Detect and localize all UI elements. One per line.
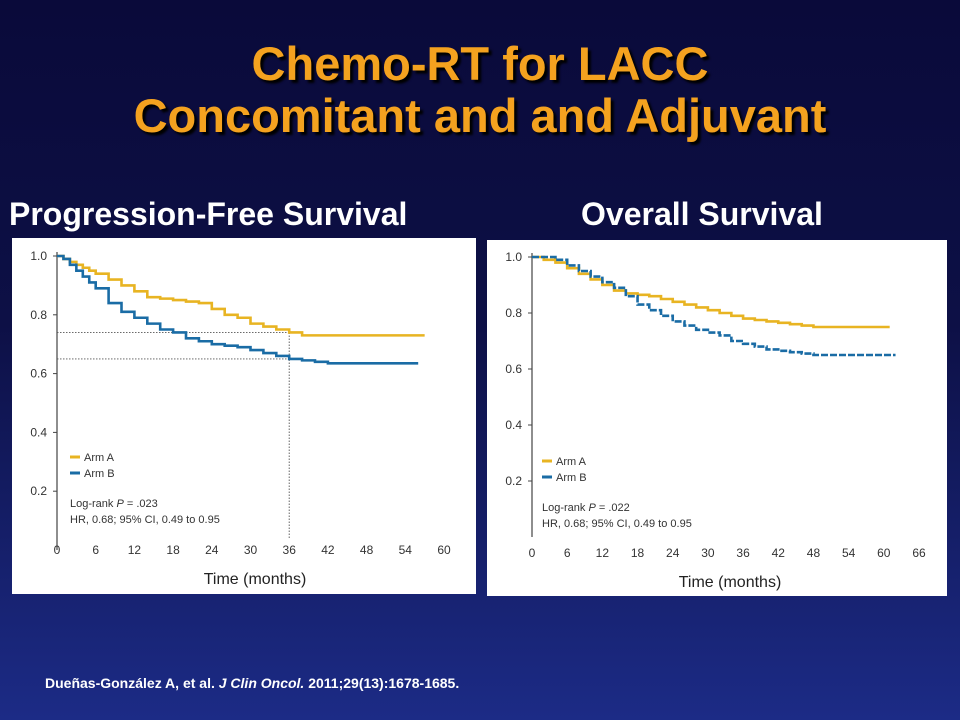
y-tick-label: 1.0 bbox=[30, 249, 47, 263]
os-chart: 0.2 0.4 0.6 0.8 1.0 0 6 12 18 24 30 36 42 48 54 60 66 Tim… bbox=[505, 250, 926, 591]
x-tick-label: 24 bbox=[205, 543, 219, 557]
pfs-chart: 0.2 0.4 0.6 0.8 1.0 0 6 12 18 24 30 36 42 48 54 60 Time … bbox=[30, 249, 451, 588]
os-panel-title: Overall Survival bbox=[581, 196, 823, 232]
y-tick-label: 0.8 bbox=[30, 308, 47, 322]
stats-hazard-ratio: HR, 0.68; 95% CI, 0.49 to 0.95 bbox=[70, 514, 220, 526]
y-tick-label: 0.6 bbox=[505, 362, 522, 376]
x-tick-label: 6 bbox=[564, 546, 571, 560]
y-tick-label: 0.4 bbox=[505, 418, 522, 432]
x-tick-label: 12 bbox=[596, 546, 610, 560]
slide-title-line2: Concomitant and and Adjuvant bbox=[133, 89, 827, 142]
x-tick-label: 60 bbox=[877, 546, 891, 560]
x-tick-label: 0 bbox=[54, 543, 61, 557]
citation-details: 2011;29(13):1678-1685. bbox=[308, 675, 460, 691]
y-tick-label: 0.2 bbox=[30, 484, 47, 498]
series-arm-a-line bbox=[532, 255, 890, 329]
x-tick-label: 30 bbox=[701, 546, 715, 560]
series-arm-a-line bbox=[57, 254, 425, 337]
legend-label-arm-b: Arm B bbox=[556, 472, 587, 484]
x-tick-label: 48 bbox=[360, 543, 374, 557]
x-tick-label: 24 bbox=[666, 546, 680, 560]
legend-label-arm-a: Arm A bbox=[84, 452, 115, 464]
x-tick-label: 48 bbox=[807, 546, 821, 560]
x-tick-label: 6 bbox=[92, 543, 99, 557]
citation-authors: Dueñas-González A, et al. bbox=[45, 675, 215, 691]
x-tick-label: 42 bbox=[772, 546, 786, 560]
y-tick-label: 1.0 bbox=[505, 250, 522, 264]
y-tick-label: 0.4 bbox=[30, 425, 47, 439]
x-tick-label: 54 bbox=[842, 546, 856, 560]
x-tick-label: 30 bbox=[244, 543, 258, 557]
os-chart-panel: 0.2 0.4 0.6 0.8 1.0 0 6 12 18 24 30 36 42 48 54 60 66 Tim… bbox=[487, 240, 947, 596]
pfs-chart-panel: 0.2 0.4 0.6 0.8 1.0 0 6 12 18 24 30 36 42 48 54 60 Time … bbox=[12, 238, 476, 594]
slide-title-line1: Chemo-RT for LACC bbox=[251, 37, 709, 90]
stats-log-rank: Log-rank P = .022 bbox=[542, 502, 630, 514]
x-tick-label: 18 bbox=[166, 543, 180, 557]
stats-hazard-ratio: HR, 0.68; 95% CI, 0.49 to 0.95 bbox=[542, 518, 692, 530]
x-axis-title: Time (months) bbox=[204, 571, 307, 588]
x-tick-label: 42 bbox=[321, 543, 335, 557]
citation-journal: J Clin Oncol. bbox=[218, 675, 305, 691]
x-tick-label: 66 bbox=[912, 546, 926, 560]
x-tick-label: 0 bbox=[529, 546, 536, 560]
x-tick-label: 12 bbox=[128, 543, 142, 557]
x-tick-label: 54 bbox=[399, 543, 413, 557]
x-tick-label: 36 bbox=[736, 546, 750, 560]
legend-label-arm-b: Arm B bbox=[84, 468, 115, 480]
legend-label-arm-a: Arm A bbox=[556, 456, 587, 468]
citation: Dueñas-González A, et al. J Clin Oncol. … bbox=[45, 675, 459, 691]
x-axis-title: Time (months) bbox=[679, 574, 782, 591]
pfs-panel-title: Progression-Free Survival bbox=[9, 196, 408, 232]
y-tick-label: 0.2 bbox=[505, 474, 522, 488]
x-tick-label: 36 bbox=[283, 543, 297, 557]
y-tick-label: 0.6 bbox=[30, 367, 47, 381]
y-tick-label: 0.8 bbox=[505, 306, 522, 320]
stats-log-rank: Log-rank P = .023 bbox=[70, 498, 158, 510]
x-tick-label: 18 bbox=[631, 546, 645, 560]
slide-title: Chemo-RT for LACC Concomitant and and Ad… bbox=[0, 38, 960, 142]
series-arm-b-line bbox=[57, 254, 419, 365]
x-tick-label: 60 bbox=[437, 543, 451, 557]
series-arm-b-line bbox=[532, 255, 896, 357]
